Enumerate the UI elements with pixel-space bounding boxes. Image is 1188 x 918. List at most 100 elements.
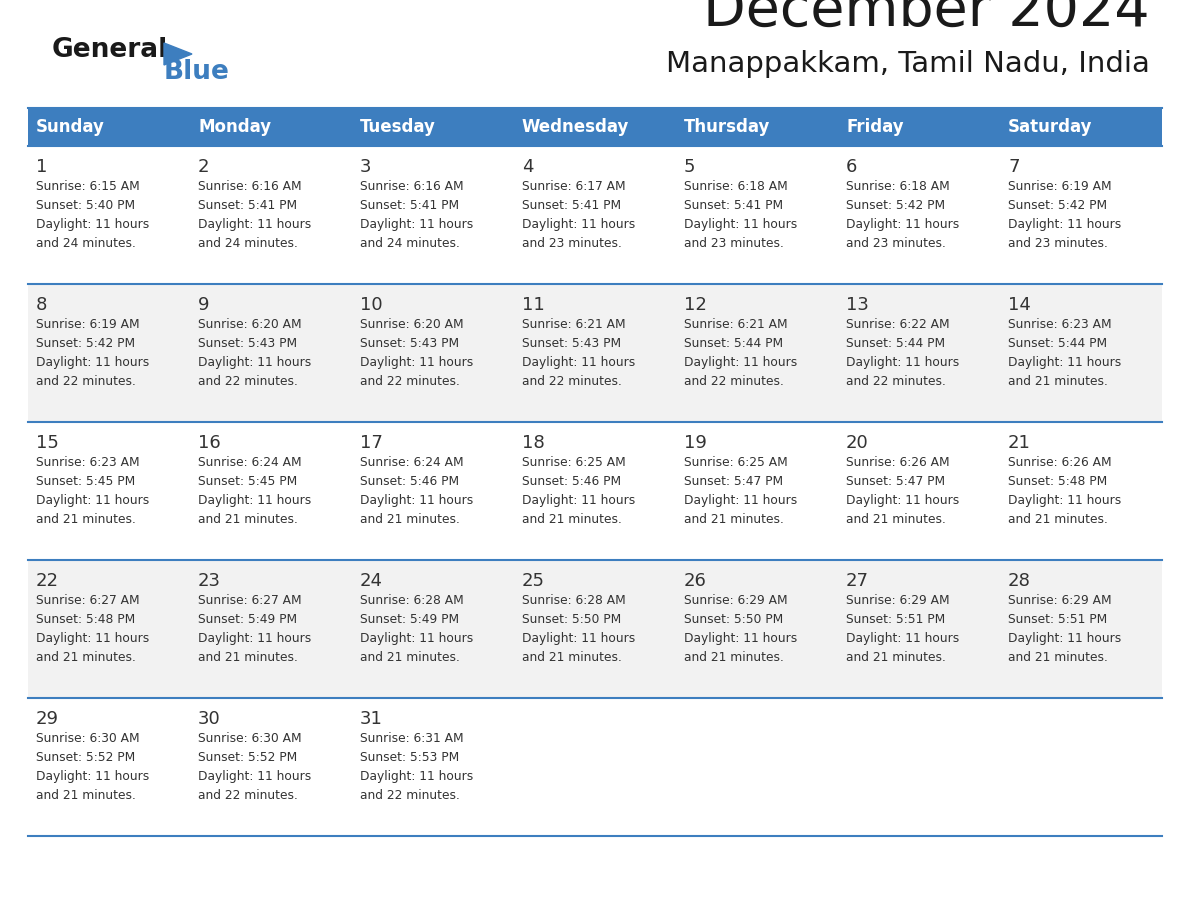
Text: Daylight: 11 hours: Daylight: 11 hours [1007, 632, 1121, 645]
Text: 15: 15 [36, 434, 59, 452]
Text: and 23 minutes.: and 23 minutes. [846, 237, 946, 250]
Text: and 21 minutes.: and 21 minutes. [684, 651, 784, 664]
Text: Daylight: 11 hours: Daylight: 11 hours [198, 356, 311, 369]
Text: Sunset: 5:43 PM: Sunset: 5:43 PM [198, 337, 297, 350]
Text: Sunset: 5:50 PM: Sunset: 5:50 PM [684, 613, 783, 626]
Text: Sunset: 5:41 PM: Sunset: 5:41 PM [684, 199, 783, 212]
Text: Manappakkam, Tamil Nadu, India: Manappakkam, Tamil Nadu, India [666, 50, 1150, 78]
Text: Sunset: 5:40 PM: Sunset: 5:40 PM [36, 199, 135, 212]
Text: Sunrise: 6:24 AM: Sunrise: 6:24 AM [198, 456, 302, 469]
Text: 4: 4 [522, 158, 533, 176]
Text: Sunrise: 6:19 AM: Sunrise: 6:19 AM [1007, 180, 1112, 193]
Text: Sunrise: 6:21 AM: Sunrise: 6:21 AM [684, 318, 788, 331]
Text: 11: 11 [522, 296, 545, 314]
Text: Saturday: Saturday [1007, 118, 1093, 136]
Text: Sunset: 5:45 PM: Sunset: 5:45 PM [36, 475, 135, 488]
Text: Sunset: 5:48 PM: Sunset: 5:48 PM [36, 613, 135, 626]
Text: Sunrise: 6:31 AM: Sunrise: 6:31 AM [360, 732, 463, 745]
Text: Daylight: 11 hours: Daylight: 11 hours [522, 218, 636, 231]
Text: and 21 minutes.: and 21 minutes. [198, 651, 298, 664]
Text: and 21 minutes.: and 21 minutes. [36, 651, 135, 664]
Text: and 21 minutes.: and 21 minutes. [360, 651, 460, 664]
Text: Daylight: 11 hours: Daylight: 11 hours [522, 356, 636, 369]
Text: and 23 minutes.: and 23 minutes. [522, 237, 621, 250]
Text: Daylight: 11 hours: Daylight: 11 hours [1007, 356, 1121, 369]
Text: 21: 21 [1007, 434, 1031, 452]
Text: Daylight: 11 hours: Daylight: 11 hours [846, 356, 959, 369]
Text: Sunset: 5:46 PM: Sunset: 5:46 PM [522, 475, 621, 488]
Text: and 24 minutes.: and 24 minutes. [198, 237, 298, 250]
Bar [29, 146, 1162, 284]
Text: 27: 27 [846, 572, 868, 590]
Text: Sunrise: 6:29 AM: Sunrise: 6:29 AM [846, 594, 949, 607]
Text: Sunday: Sunday [36, 118, 105, 136]
Text: 2: 2 [198, 158, 209, 176]
Text: Sunset: 5:52 PM: Sunset: 5:52 PM [36, 751, 135, 764]
Text: Sunset: 5:41 PM: Sunset: 5:41 PM [198, 199, 297, 212]
Text: Sunset: 5:43 PM: Sunset: 5:43 PM [360, 337, 459, 350]
Text: Sunset: 5:44 PM: Sunset: 5:44 PM [684, 337, 783, 350]
Text: and 21 minutes.: and 21 minutes. [198, 513, 298, 526]
Text: and 22 minutes.: and 22 minutes. [198, 375, 298, 388]
Text: and 21 minutes.: and 21 minutes. [846, 651, 946, 664]
Text: 9: 9 [198, 296, 209, 314]
Text: Sunset: 5:41 PM: Sunset: 5:41 PM [522, 199, 621, 212]
Text: Thursday: Thursday [684, 118, 770, 136]
Text: Sunrise: 6:21 AM: Sunrise: 6:21 AM [522, 318, 626, 331]
Text: Sunrise: 6:18 AM: Sunrise: 6:18 AM [846, 180, 949, 193]
Text: Sunrise: 6:23 AM: Sunrise: 6:23 AM [1007, 318, 1112, 331]
Text: 30: 30 [198, 710, 221, 728]
Text: Sunrise: 6:24 AM: Sunrise: 6:24 AM [360, 456, 463, 469]
Text: Sunset: 5:46 PM: Sunset: 5:46 PM [360, 475, 459, 488]
Text: 19: 19 [684, 434, 707, 452]
Text: December 2024: December 2024 [703, 0, 1150, 38]
Text: Daylight: 11 hours: Daylight: 11 hours [198, 770, 311, 783]
Text: Daylight: 11 hours: Daylight: 11 hours [846, 218, 959, 231]
Text: and 22 minutes.: and 22 minutes. [684, 375, 784, 388]
Text: Daylight: 11 hours: Daylight: 11 hours [36, 632, 150, 645]
Text: Daylight: 11 hours: Daylight: 11 hours [846, 494, 959, 507]
Text: 18: 18 [522, 434, 545, 452]
Text: and 21 minutes.: and 21 minutes. [846, 513, 946, 526]
Text: 8: 8 [36, 296, 48, 314]
Polygon shape [164, 43, 192, 65]
Text: Daylight: 11 hours: Daylight: 11 hours [36, 770, 150, 783]
Text: and 23 minutes.: and 23 minutes. [684, 237, 784, 250]
Text: Daylight: 11 hours: Daylight: 11 hours [360, 494, 473, 507]
Text: Sunset: 5:50 PM: Sunset: 5:50 PM [522, 613, 621, 626]
Text: Sunset: 5:44 PM: Sunset: 5:44 PM [846, 337, 946, 350]
Text: Daylight: 11 hours: Daylight: 11 hours [36, 356, 150, 369]
Text: Sunrise: 6:27 AM: Sunrise: 6:27 AM [36, 594, 140, 607]
Text: Sunrise: 6:27 AM: Sunrise: 6:27 AM [198, 594, 302, 607]
Text: 16: 16 [198, 434, 221, 452]
Text: Daylight: 11 hours: Daylight: 11 hours [522, 632, 636, 645]
Text: Daylight: 11 hours: Daylight: 11 hours [198, 218, 311, 231]
Text: Daylight: 11 hours: Daylight: 11 hours [198, 494, 311, 507]
Text: Daylight: 11 hours: Daylight: 11 hours [846, 632, 959, 645]
Text: Daylight: 11 hours: Daylight: 11 hours [684, 356, 797, 369]
Text: 10: 10 [360, 296, 383, 314]
Bar [29, 284, 1162, 422]
Text: Daylight: 11 hours: Daylight: 11 hours [36, 218, 150, 231]
Text: Sunrise: 6:30 AM: Sunrise: 6:30 AM [198, 732, 302, 745]
Text: Sunrise: 6:16 AM: Sunrise: 6:16 AM [360, 180, 463, 193]
Text: 5: 5 [684, 158, 695, 176]
Text: Sunrise: 6:17 AM: Sunrise: 6:17 AM [522, 180, 626, 193]
Text: Daylight: 11 hours: Daylight: 11 hours [1007, 494, 1121, 507]
Text: General: General [52, 37, 169, 63]
Text: Sunrise: 6:19 AM: Sunrise: 6:19 AM [36, 318, 140, 331]
Text: 6: 6 [846, 158, 858, 176]
Text: and 21 minutes.: and 21 minutes. [1007, 651, 1108, 664]
Text: Daylight: 11 hours: Daylight: 11 hours [360, 218, 473, 231]
Text: 25: 25 [522, 572, 545, 590]
Text: Sunset: 5:44 PM: Sunset: 5:44 PM [1007, 337, 1107, 350]
Text: and 22 minutes.: and 22 minutes. [846, 375, 946, 388]
Text: Sunrise: 6:26 AM: Sunrise: 6:26 AM [1007, 456, 1112, 469]
Text: 3: 3 [360, 158, 372, 176]
Text: Friday: Friday [846, 118, 904, 136]
Text: Sunrise: 6:15 AM: Sunrise: 6:15 AM [36, 180, 140, 193]
Text: Sunset: 5:47 PM: Sunset: 5:47 PM [684, 475, 783, 488]
Text: Sunrise: 6:25 AM: Sunrise: 6:25 AM [522, 456, 626, 469]
Text: 28: 28 [1007, 572, 1031, 590]
Text: Daylight: 11 hours: Daylight: 11 hours [360, 356, 473, 369]
